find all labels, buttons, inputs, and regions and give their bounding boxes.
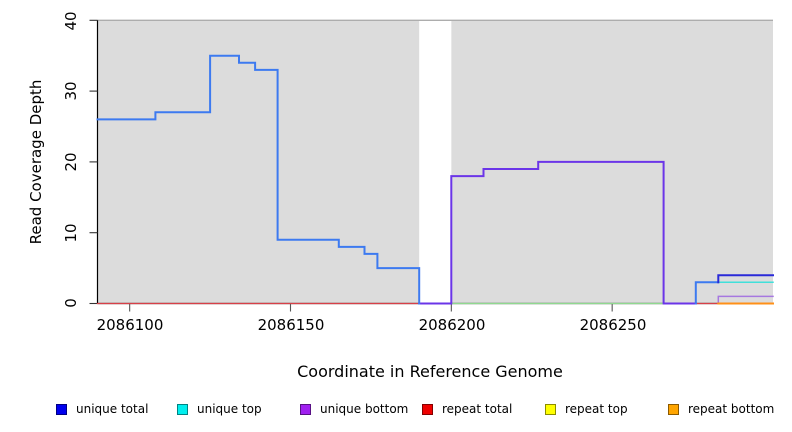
x-tick-label-2086200: 2086200 [418,316,486,334]
series-unique-bottom-main-step-profile- [418,160,697,305]
legend-label: repeat top [565,402,628,416]
legend-label: repeat total [442,402,513,416]
y-axis-title: Read Coverage Depth [27,79,45,245]
repeat-total-swatch-icon [422,403,433,415]
legend-label: unique total [76,402,149,416]
series-unique-bottom-right-depth-1- [717,295,774,305]
legend: unique total unique top unique bottom re… [0,401,792,421]
y-tick-label-30: 30 [62,81,80,101]
legend-label: unique bottom [320,402,409,416]
legend-item-repeat-total: repeat total [422,401,512,417]
x-tick-label-2086100: 2086100 [96,316,164,334]
y-tick-label-40: 40 [62,11,80,31]
legend-item-repeat-top: repeat top [545,401,628,417]
series-unique-total-right-rise-to-3- [694,281,720,305]
legend-label: repeat bottom [688,402,775,416]
x-axis-title: Coordinate in Reference Genome [297,362,563,381]
legend-item-unique-top: unique top [177,401,262,417]
x-tick-label-2086150: 2086150 [257,316,325,334]
y-tick-label-20: 20 [62,152,80,172]
series-unique-total-left-step-profile- [96,54,421,305]
legend-item-unique-total: unique total [56,401,148,417]
plot-background-region [97,20,420,304]
legend-label: unique top [197,402,262,416]
x-tick-label-2086250: 2086250 [579,316,647,334]
unique-total-swatch-icon [56,403,67,415]
legend-item-repeat-bottom: repeat bottom [668,401,774,417]
y-tick-label-0: 0 [62,298,80,308]
repeat-bottom-swatch-icon [668,403,679,415]
unique-top-swatch-icon [177,403,188,415]
unique-bottom-swatch-icon [300,403,311,415]
legend-item-unique-bottom: unique bottom [300,401,408,417]
y-tick-label-10: 10 [62,223,80,243]
repeat-top-swatch-icon [545,403,556,415]
series-unique-total-right-depth-4- [717,274,774,284]
